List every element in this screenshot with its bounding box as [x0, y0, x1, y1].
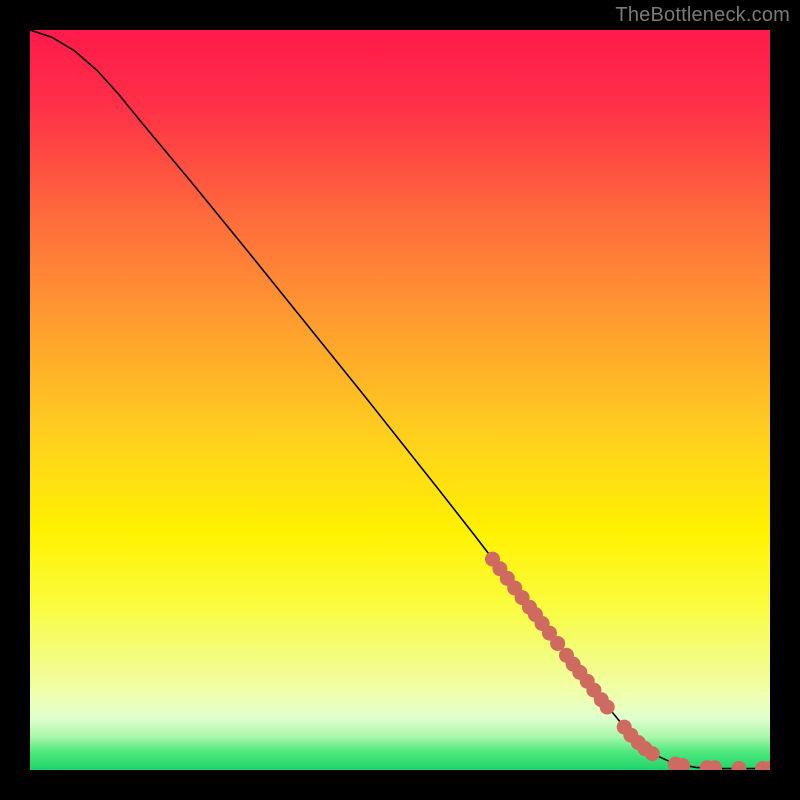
gradient-background: [30, 30, 770, 770]
plot-area: [30, 30, 770, 770]
watermark-text: TheBottleneck.com: [615, 4, 790, 27]
chart-frame: TheBottleneck.com: [0, 0, 800, 800]
